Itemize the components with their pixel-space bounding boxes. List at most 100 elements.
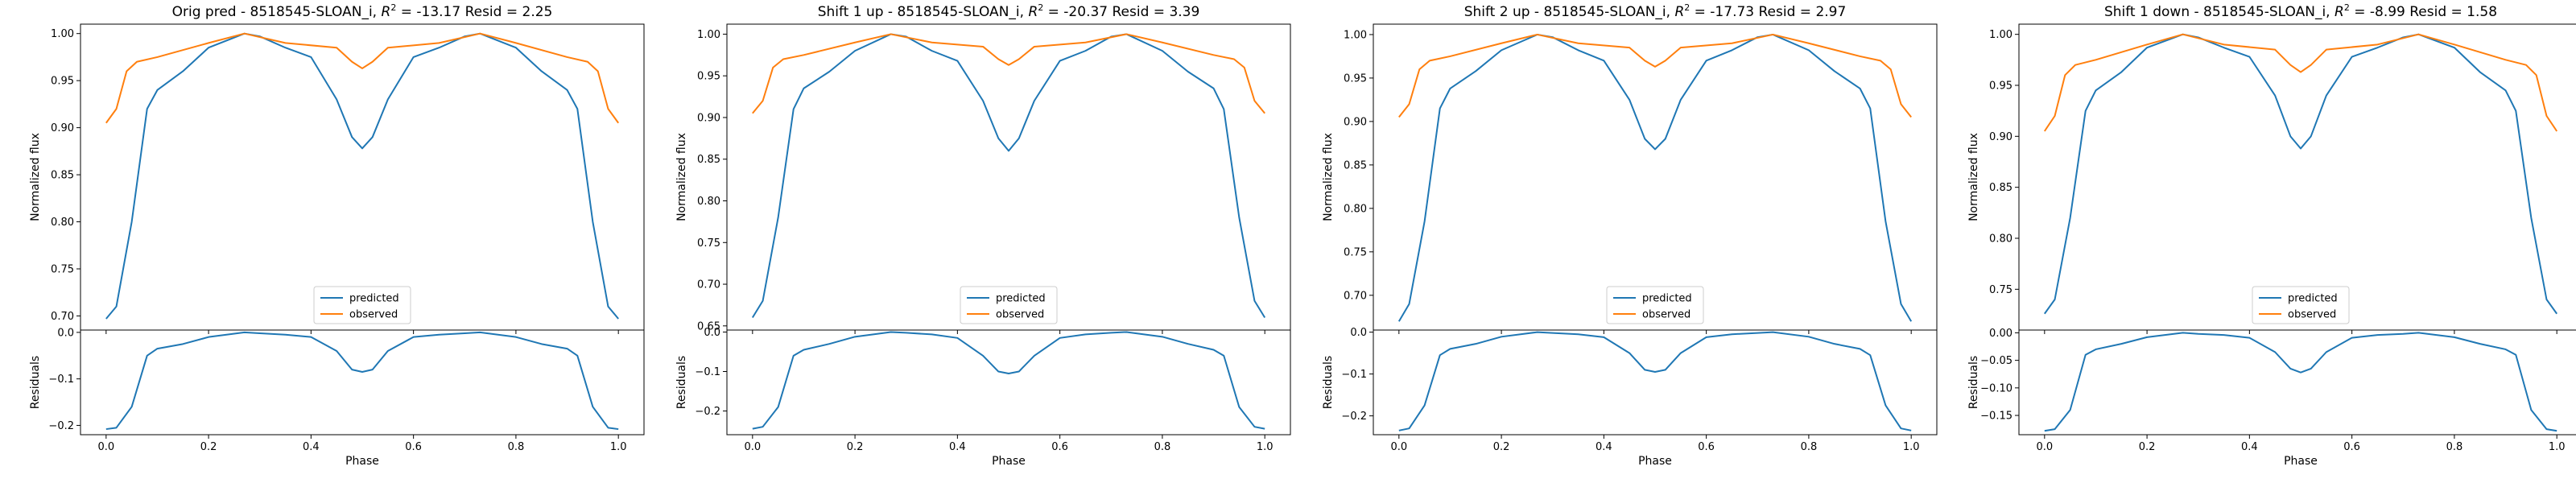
bottom-y-axis-label: Residuals xyxy=(1967,356,1980,409)
top-ytick-label: 0.65 xyxy=(697,320,720,332)
xtick-label: 0.4 xyxy=(2241,441,2258,453)
chart-title-r: R xyxy=(1028,4,1038,20)
top-ytick-label: 0.80 xyxy=(697,196,720,208)
xtick-label: 0.4 xyxy=(949,441,966,453)
xtick-label: 0.4 xyxy=(1596,441,1612,453)
legend-label: observed xyxy=(1642,309,1690,321)
bottom-axes-frame xyxy=(80,329,645,436)
xtick-label: 1.0 xyxy=(1903,441,1920,453)
observed-series-line xyxy=(1398,33,1912,118)
chart-panel: Shift 1 down - 8518545-SLOAN_i, R2 = -8.… xyxy=(1967,2,2576,468)
top-ytick-label: 1.00 xyxy=(51,28,74,40)
chart-title-suffix: = -8.99 Resid = 1.58 xyxy=(2350,4,2497,20)
bottom-ytick-label: 0.0 xyxy=(57,327,74,339)
top-ytick-label: 0.70 xyxy=(697,279,720,291)
xtick-label: 0.0 xyxy=(1390,441,1407,453)
top-axes-frame xyxy=(726,23,1291,331)
xtick-label: 0.8 xyxy=(1154,441,1171,453)
chart-title: Orig pred - 8518545-SLOAN_i, R2 = -13.17… xyxy=(172,2,553,20)
top-ytick-label: 0.80 xyxy=(51,217,74,229)
top-ytick-label: 1.00 xyxy=(1344,29,1367,41)
xtick-label: 0.8 xyxy=(1801,441,1818,453)
bottom-axes-frame xyxy=(1373,329,1938,436)
top-ytick-label: 0.75 xyxy=(1344,246,1367,258)
top-axes-frame xyxy=(80,23,645,331)
legend-label: predicted xyxy=(996,293,1046,305)
chart-title-prefix: Shift 2 up - 8518545-SLOAN_i, xyxy=(1464,4,1675,20)
xtick-label: 0.6 xyxy=(1051,441,1068,453)
top-y-axis-label: Normalized flux xyxy=(675,133,688,221)
top-ytick-label: 0.70 xyxy=(51,311,74,323)
x-axis-label: Phase xyxy=(2284,455,2318,468)
chart-title-sup: 2 xyxy=(1684,2,1690,13)
chart-panel: Orig pred - 8518545-SLOAN_i, R2 = -13.17… xyxy=(29,2,645,468)
bottom-ytick-label: 0.00 xyxy=(1989,328,2013,340)
residuals-series-line xyxy=(1398,331,1912,431)
chart-title-suffix: = -17.73 Resid = 2.97 xyxy=(1690,4,1846,20)
bottom-ytick-label: −0.10 xyxy=(1980,382,2013,394)
observed-series-line xyxy=(105,32,619,124)
chart-title-prefix: Shift 1 up - 8518545-SLOAN_i, xyxy=(818,4,1029,20)
xtick-label: 0.0 xyxy=(2036,441,2053,453)
top-ytick-label: 0.85 xyxy=(1989,182,2013,194)
top-ytick-label: 0.95 xyxy=(51,76,74,88)
top-ytick-label: 0.80 xyxy=(1344,203,1367,215)
legend-label: observed xyxy=(349,309,398,321)
legend-label: predicted xyxy=(2288,293,2338,305)
top-ytick-label: 0.90 xyxy=(1989,131,2013,143)
top-ytick-label: 0.75 xyxy=(697,237,720,250)
chart-title: Shift 1 up - 8518545-SLOAN_i, R2 = -20.3… xyxy=(818,2,1200,20)
chart-title: Shift 2 up - 8518545-SLOAN_i, R2 = -17.7… xyxy=(1464,2,1847,20)
top-ytick-label: 0.90 xyxy=(1344,116,1367,128)
top-ytick-label: 0.85 xyxy=(1344,159,1367,171)
chart-title-sup: 2 xyxy=(390,2,396,13)
top-ytick-label: 0.95 xyxy=(1989,80,2013,93)
chart-title-prefix: Orig pred - 8518545-SLOAN_i, xyxy=(172,4,382,20)
xtick-label: 0.8 xyxy=(508,441,525,453)
bottom-ytick-label: −0.1 xyxy=(48,374,74,386)
bottom-ytick-label: 0.0 xyxy=(1350,327,1367,339)
legend-label: observed xyxy=(996,309,1044,321)
observed-series-line xyxy=(2043,33,2558,132)
residuals-series-line xyxy=(2044,332,2557,432)
xtick-label: 0.6 xyxy=(405,441,422,453)
predicted-series-line xyxy=(2044,33,2557,315)
xtick-label: 0.2 xyxy=(1493,441,1510,453)
top-ytick-label: 0.85 xyxy=(51,170,74,182)
chart-title-r: R xyxy=(1674,4,1684,20)
xtick-label: 0.6 xyxy=(2343,441,2360,453)
xtick-label: 1.0 xyxy=(1257,441,1274,453)
bottom-ytick-label: −0.2 xyxy=(695,406,720,418)
residuals-series-line xyxy=(752,331,1265,430)
chart-title-suffix: = -20.37 Resid = 3.39 xyxy=(1043,4,1199,20)
top-ytick-label: 0.90 xyxy=(697,112,720,124)
top-ytick-label: 0.95 xyxy=(697,71,720,83)
bottom-ytick-label: 0.0 xyxy=(704,327,720,339)
top-y-axis-label: Normalized flux xyxy=(29,133,42,221)
x-axis-label: Phase xyxy=(1638,455,1672,468)
xtick-label: 0.2 xyxy=(847,441,864,453)
legend-label: predicted xyxy=(349,293,399,305)
x-axis-label: Phase xyxy=(345,455,379,468)
top-ytick-label: 0.85 xyxy=(697,154,720,166)
observed-series-line xyxy=(752,33,1265,114)
bottom-ytick-label: −0.15 xyxy=(1980,411,2013,423)
predicted-series-line xyxy=(105,32,619,320)
top-ytick-label: 1.00 xyxy=(1989,29,2013,41)
chart-panel: Shift 2 up - 8518545-SLOAN_i, R2 = -17.7… xyxy=(1322,2,1938,468)
bottom-ytick-label: −0.2 xyxy=(1341,411,1367,423)
chart-title-r: R xyxy=(382,4,391,20)
xtick-label: 1.0 xyxy=(2549,441,2566,453)
chart-title-sup: 2 xyxy=(2344,2,2350,13)
xtick-label: 0.2 xyxy=(200,441,217,453)
bottom-axes-frame xyxy=(726,329,1291,436)
bottom-y-axis-label: Residuals xyxy=(675,356,688,409)
xtick-label: 0.4 xyxy=(303,441,320,453)
predicted-series-line xyxy=(751,33,1266,318)
xtick-label: 0.0 xyxy=(97,441,114,453)
top-ytick-label: 0.75 xyxy=(1989,284,2013,296)
top-y-axis-label: Normalized flux xyxy=(1322,133,1335,221)
chart-title-suffix: = -13.17 Resid = 2.25 xyxy=(396,4,552,20)
top-axes-frame xyxy=(1373,23,1938,331)
